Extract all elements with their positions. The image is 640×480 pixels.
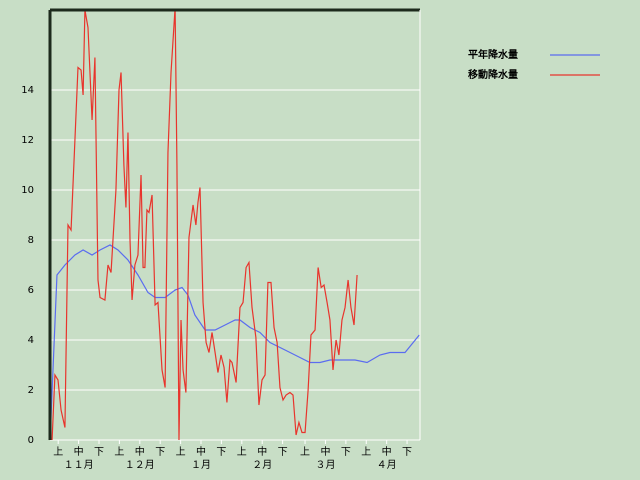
- legend-label: 移動降水量: [468, 68, 518, 81]
- x-tick-label: 下: [94, 447, 104, 458]
- y-tick-label: 2: [28, 385, 34, 396]
- y-tick-label: 0: [28, 435, 34, 446]
- x-tick-label: 下: [278, 447, 288, 458]
- x-tick-label: 上: [300, 446, 310, 458]
- x-tick-label: 上: [114, 446, 124, 458]
- y-tick-label: 14: [21, 85, 34, 96]
- x-tick-label: 上: [237, 446, 247, 458]
- x-tick-label: 上: [361, 446, 371, 458]
- x-tick-label: 上: [53, 446, 63, 458]
- month-label: １月: [191, 459, 211, 471]
- y-tick-label: 10: [21, 185, 34, 196]
- x-tick-label: 中: [382, 445, 392, 458]
- x-tick-label: 中: [257, 445, 267, 458]
- x-tick-label: 下: [341, 447, 351, 458]
- x-tick-label: 上: [176, 446, 186, 458]
- series-line: [51, 10, 358, 441]
- x-tick-label: 中: [196, 445, 206, 458]
- x-tick-label: 中: [74, 445, 84, 458]
- y-tick-label: 12: [21, 135, 34, 146]
- legend-label: 平年降水量: [468, 48, 518, 61]
- x-tick-label: 下: [402, 447, 412, 458]
- month-label: ２月: [252, 459, 272, 471]
- x-tick-label: 下: [216, 447, 226, 458]
- x-tick-label: 中: [135, 445, 145, 458]
- month-label: ４月: [377, 459, 397, 471]
- month-label: １２月: [125, 459, 155, 471]
- y-tick-label: 4: [28, 335, 34, 346]
- x-tick-label: 下: [155, 447, 165, 458]
- series-line: [50, 244, 420, 441]
- month-label: １１月: [64, 459, 94, 471]
- y-tick-label: 8: [28, 235, 34, 246]
- x-tick-label: 中: [320, 445, 330, 458]
- y-tick-label: 6: [28, 285, 34, 296]
- month-label: ３月: [315, 459, 335, 471]
